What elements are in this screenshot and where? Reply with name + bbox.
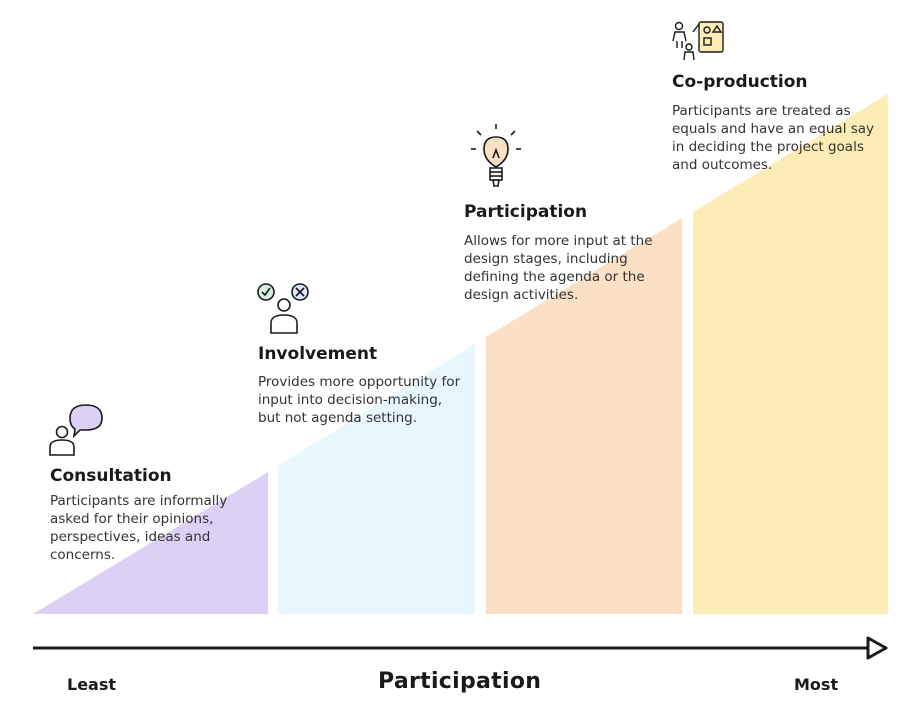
person-check-cross-icon: [257, 283, 309, 334]
coproduction-title: Co-production: [672, 72, 808, 92]
participation-title: Participation: [464, 202, 588, 222]
involvement-title: Involvement: [258, 344, 378, 364]
lightbulb-icon: [471, 124, 521, 187]
consultation-title: Consultation: [50, 466, 172, 486]
consultation-description: Participants are informally asked for th…: [50, 493, 228, 563]
axis-arrowhead: [866, 636, 888, 660]
people-whiteboard-icon: [672, 21, 724, 61]
participation-description: Allows for more input at the design stag…: [464, 233, 653, 303]
involvement-block: [278, 344, 475, 614]
axis-right-label: Most: [794, 675, 839, 694]
axis-title: Participation: [378, 669, 542, 694]
coproduction-description: Participants are treated as equals and h…: [672, 103, 875, 173]
involvement-description: Provides more opportunity for input into…: [258, 374, 461, 426]
person-speech-bubble-icon: [49, 404, 103, 456]
consultation-block: [33, 472, 268, 614]
axis-left-label: Least: [67, 675, 117, 694]
coproduction-block: [693, 94, 888, 614]
participation-block: [486, 218, 682, 614]
